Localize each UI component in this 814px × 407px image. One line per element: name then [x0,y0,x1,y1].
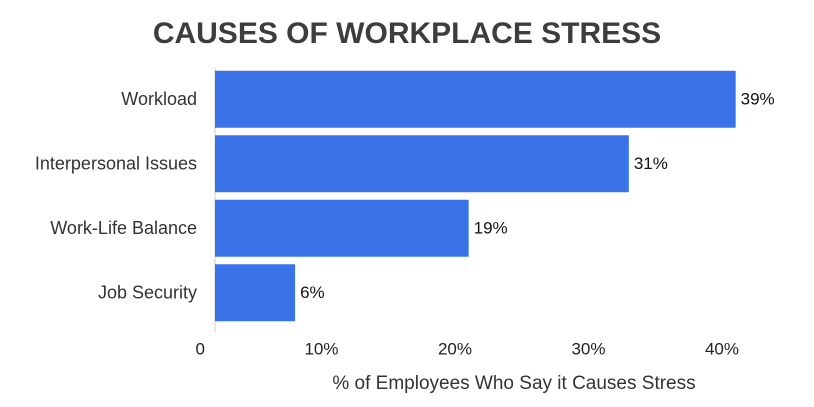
chart-title: CAUSES OF WORKPLACE STRESS [153,17,661,50]
y-tick-label: Interpersonal Issues [35,154,197,174]
bar [215,264,296,322]
bar [215,135,629,193]
x-tick-label: 0 [196,339,205,358]
x-tick-label: 10% [304,339,338,358]
y-tick-label: Work-Life Balance [50,218,197,238]
value-label: 39% [741,90,775,109]
bar [215,199,469,257]
value-label: 19% [474,219,508,238]
x-axis-title: % of Employees Who Say it Causes Stress [332,373,695,394]
value-label: 31% [634,154,668,173]
y-tick-label: Job Security [98,283,197,303]
x-tick-label: 30% [571,339,605,358]
bar [215,70,736,128]
x-tick-label: 40% [705,339,739,358]
x-tick-label: 20% [438,339,472,358]
value-label: 6% [300,283,325,302]
y-tick-label: Workload [121,89,197,109]
